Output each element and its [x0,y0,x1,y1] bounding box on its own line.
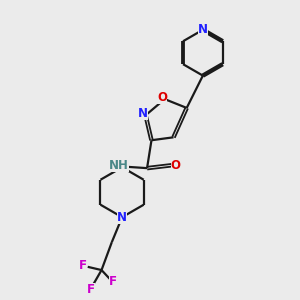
Text: F: F [109,275,117,288]
Text: F: F [87,283,95,296]
Text: F: F [79,259,87,272]
Text: O: O [171,159,181,172]
Text: NH: NH [109,159,128,172]
Text: N: N [198,23,208,36]
Text: N: N [117,211,127,224]
Text: N: N [138,107,148,120]
Text: O: O [157,91,167,104]
